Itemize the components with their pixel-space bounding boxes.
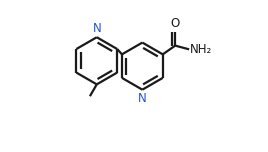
Text: NH₂: NH₂ xyxy=(190,43,212,56)
Text: N: N xyxy=(92,22,101,35)
Text: O: O xyxy=(171,17,180,30)
Text: N: N xyxy=(138,92,147,105)
